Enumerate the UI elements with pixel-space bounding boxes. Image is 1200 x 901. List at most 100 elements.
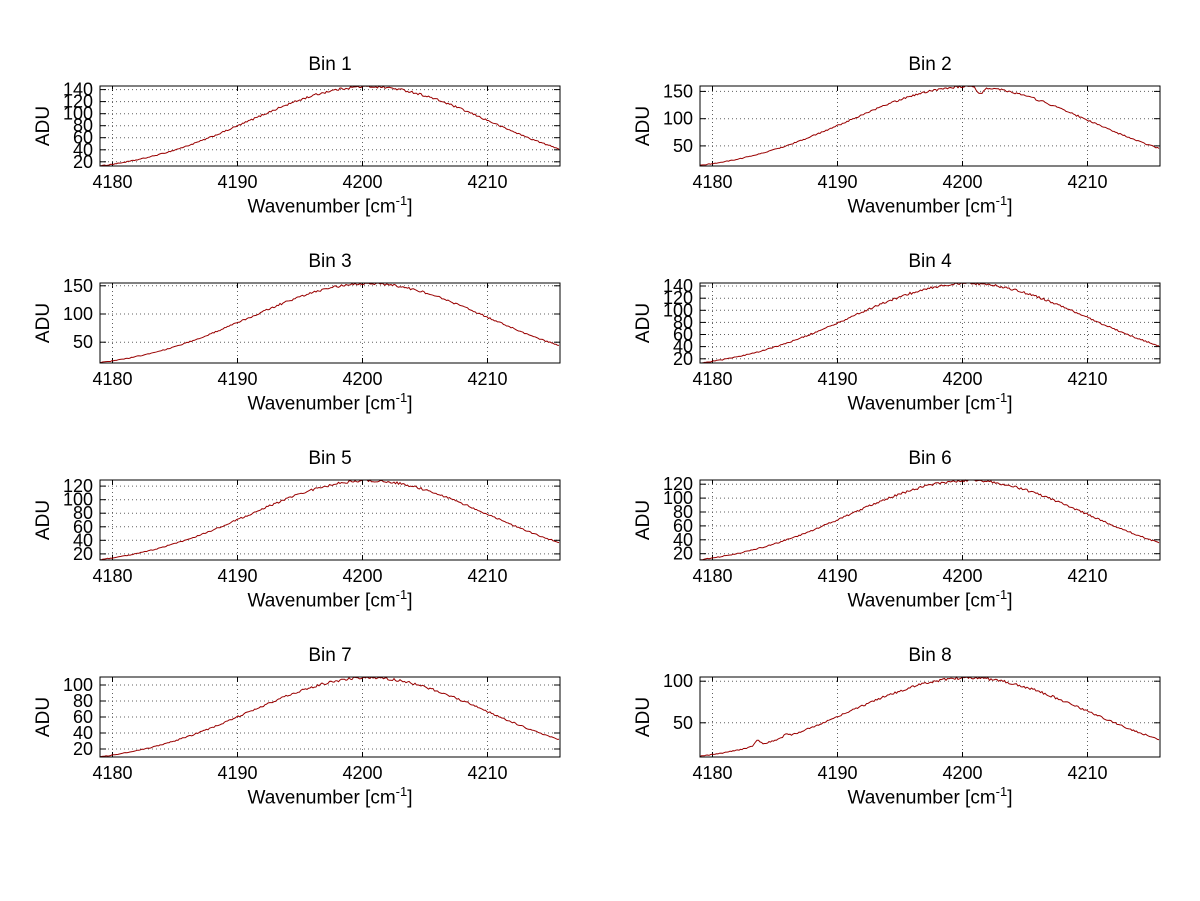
svg-text:20: 20 [673,544,693,564]
x-axis-label: Wavenumber [cm-1] [847,587,1013,612]
svg-text:100: 100 [63,304,93,324]
svg-text:40: 40 [73,530,93,550]
x-axis-label: Wavenumber [cm-1] [247,587,413,612]
svg-text:4210: 4210 [467,172,507,192]
svg-text:4180: 4180 [692,763,732,783]
plot-title: Bin 2 [908,54,952,75]
svg-text:60: 60 [73,707,93,727]
svg-text:20: 20 [73,739,93,759]
svg-text:80: 80 [73,503,93,523]
svg-text:20: 20 [673,349,693,369]
svg-text:4180: 4180 [92,369,132,389]
svg-text:4200: 4200 [342,172,382,192]
svg-text:100: 100 [663,671,693,691]
svg-text:60: 60 [73,128,93,148]
y-axis-label-text: ADU [633,499,654,541]
svg-text:4180: 4180 [92,172,132,192]
svg-text:100: 100 [663,300,693,320]
subplot-bin-4: 4180 4190 4200 4210 20 40 60 80 100 120 140 Bin 4 … [600,243,1200,440]
svg-text:60: 60 [673,516,693,536]
plot-area: 4180 4190 4200 4210 20 40 60 80 100 120 [600,440,1200,637]
line-chart-svg: 4180 4190 4200 4210 50 100 150 [63,276,561,389]
svg-text:100: 100 [63,675,93,695]
svg-text:4180: 4180 [92,763,132,783]
svg-text:80: 80 [673,312,693,332]
y-axis-label: ADU [630,480,658,560]
svg-text:4210: 4210 [467,763,507,783]
plot-title: Bin 7 [308,645,352,666]
plot-title: Bin 6 [908,448,952,469]
x-axis-label: Wavenumber [cm-1] [247,784,413,809]
y-axis-label: ADU [630,283,658,363]
plot-title: Bin 8 [908,645,952,666]
plot-area: 4180 4190 4200 4210 20 40 60 80 100 [0,637,600,834]
y-axis-label: ADU [630,86,658,166]
plot-area: 4180 4190 4200 4210 20 40 60 80 100 120 140 [600,243,1200,440]
svg-text:4200: 4200 [342,763,382,783]
svg-text:60: 60 [73,517,93,537]
plot-area: 4180 4190 4200 4210 20 40 60 80 100 120 140 [0,46,600,243]
svg-text:4190: 4190 [817,763,857,783]
svg-text:140: 140 [63,80,93,100]
svg-text:120: 120 [663,288,693,308]
y-axis-label-text: ADU [633,105,654,147]
svg-text:150: 150 [663,81,693,101]
x-axis-label: Wavenumber [cm-1] [847,390,1013,415]
svg-text:4190: 4190 [817,369,857,389]
svg-text:4200: 4200 [942,763,982,783]
svg-text:4190: 4190 [817,566,857,586]
svg-text:4190: 4190 [217,763,257,783]
y-axis-label-text: ADU [33,302,54,344]
svg-text:120: 120 [63,476,93,496]
svg-text:120: 120 [63,92,93,112]
x-axis-label: Wavenumber [cm-1] [247,390,413,415]
y-axis-label: ADU [630,677,658,757]
y-axis-label: ADU [30,283,58,363]
svg-text:4210: 4210 [467,566,507,586]
y-axis-label: ADU [30,86,58,166]
svg-text:4200: 4200 [342,369,382,389]
svg-text:4180: 4180 [92,566,132,586]
svg-text:4180: 4180 [692,369,732,389]
svg-text:40: 40 [673,530,693,550]
y-axis-label: ADU [30,677,58,757]
subplot-bin-2: 4180 4190 4200 4210 50 100 150 Bin 2 ADU Waven… [600,46,1200,243]
y-axis-label-text: ADU [633,696,654,738]
svg-text:4210: 4210 [1067,369,1107,389]
svg-text:50: 50 [673,136,693,156]
x-axis-label: Wavenumber [cm-1] [247,193,413,218]
svg-text:100: 100 [663,109,693,129]
y-axis-label-text: ADU [633,302,654,344]
svg-text:4190: 4190 [217,172,257,192]
plot-title: Bin 1 [308,54,352,75]
svg-text:4180: 4180 [692,566,732,586]
svg-text:20: 20 [73,544,93,564]
svg-text:4200: 4200 [942,172,982,192]
subplot-bin-3: 4180 4190 4200 4210 50 100 150 Bin 3 ADU Waven… [0,243,600,440]
line-chart-svg: 4180 4190 4200 4210 50 100 [663,671,1161,783]
subplot-bin-1: 4180 4190 4200 4210 20 40 60 80 100 120 140 Bin 1 … [0,46,600,243]
svg-text:4200: 4200 [942,369,982,389]
plot-title: Bin 3 [308,251,352,272]
y-axis-label-text: ADU [33,696,54,738]
svg-text:80: 80 [73,116,93,136]
subplot-bin-8: 4180 4190 4200 4210 50 100 Bin 8 ADU Wavenumb… [600,637,1200,834]
svg-text:150: 150 [63,276,93,296]
y-axis-label-text: ADU [33,499,54,541]
svg-text:40: 40 [673,337,693,357]
svg-text:4190: 4190 [217,566,257,586]
svg-text:4210: 4210 [1067,172,1107,192]
svg-text:80: 80 [73,691,93,711]
subplot-bin-7: 4180 4190 4200 4210 20 40 60 80 100 Bin 7 ADU Wa… [0,637,600,834]
svg-text:4210: 4210 [467,369,507,389]
plot-area: 4180 4190 4200 4210 50 100 150 [0,243,600,440]
svg-text:100: 100 [63,490,93,510]
y-axis-label: ADU [30,480,58,560]
svg-text:4200: 4200 [942,566,982,586]
plot-area: 4180 4190 4200 4210 20 40 60 80 100 120 [0,440,600,637]
